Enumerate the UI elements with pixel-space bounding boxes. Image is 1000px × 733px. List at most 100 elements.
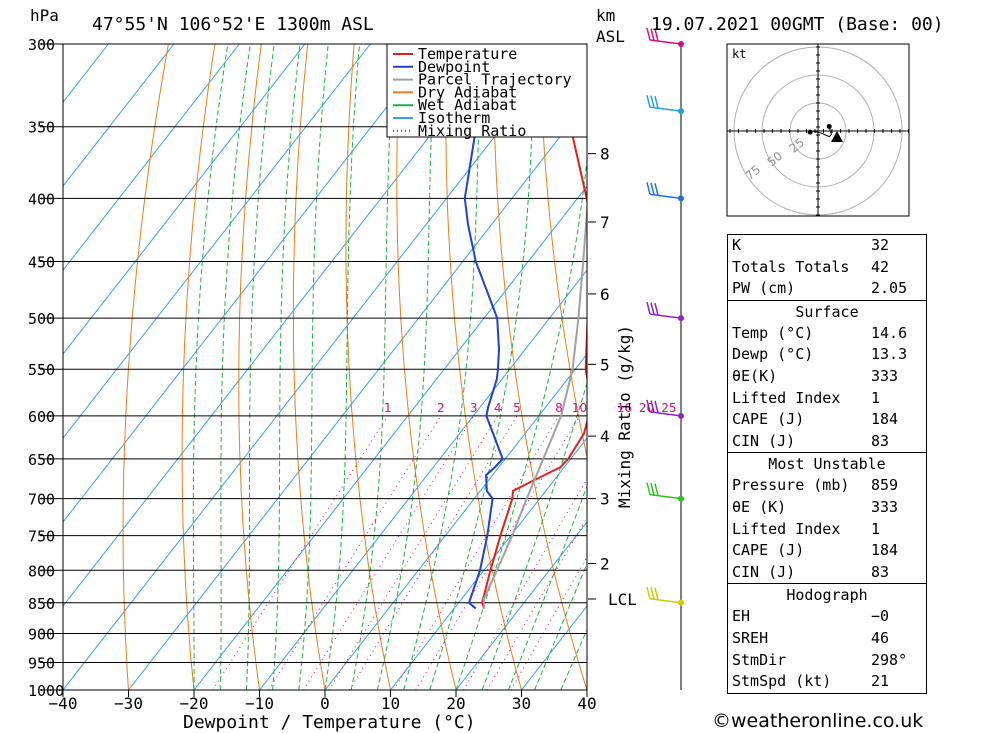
index-value: 13.3 <box>871 345 908 364</box>
mixing-ratio-value: 3 <box>470 401 478 415</box>
dry-adiabat <box>292 44 326 690</box>
indices-panel: K 32 Totals Totals 42 PW (cm) 2.05 Surface Te… <box>727 234 927 694</box>
barb-dot <box>678 412 684 419</box>
barb-feather <box>650 400 655 413</box>
km-label: km <box>596 6 615 25</box>
most-unstable-box: Most Unstable Pressure (mb) 859 θE (K) 333 L… <box>727 452 927 584</box>
mixing-ratio-value: 16 <box>617 401 632 415</box>
height-tick-label: LCL <box>608 590 637 609</box>
isotherm <box>63 44 175 187</box>
isotherm <box>63 44 371 439</box>
wet-adiabat <box>272 44 301 690</box>
barb-staff <box>649 411 682 417</box>
barb-dot <box>678 599 684 606</box>
isotherm <box>390 437 587 690</box>
pressure-label: 400 <box>28 190 55 208</box>
mixing-ratio-line <box>303 415 475 690</box>
temperature-labels: −40 −30 −20 −10 0 10 20 30 40 <box>49 690 597 713</box>
wet-adiabat <box>298 44 329 690</box>
barb-staff <box>649 493 682 500</box>
index-value: 2.05 <box>871 279 908 298</box>
index-row: SREH 46 <box>728 628 926 650</box>
hodograph-title: Hodograph <box>786 586 868 605</box>
wet-adiabat <box>429 44 536 690</box>
index-row: Lifted Index 1 <box>728 388 926 410</box>
barb-staff <box>649 193 682 200</box>
wet-adiabat <box>219 44 251 690</box>
isotherm <box>259 269 587 690</box>
barb-staff <box>649 313 682 319</box>
wind-barb <box>646 482 684 502</box>
pressure-label: 500 <box>28 310 55 328</box>
index-row: Totals Totals 42 <box>728 257 926 279</box>
index-row: θE (K) 333 <box>728 497 926 519</box>
barb-feather <box>650 28 655 41</box>
x-tick-label: 30 <box>512 694 531 713</box>
index-row: CAPE (J) 184 <box>728 540 926 562</box>
pressure-label: 350 <box>28 119 55 137</box>
height-tick-label: 5 <box>600 355 610 374</box>
index-label: Pressure (mb) <box>732 476 850 495</box>
barb-staff <box>649 106 682 112</box>
asl-label: ASL <box>596 27 625 46</box>
index-value: 1 <box>871 388 881 407</box>
height-axis: 8 7 6 5 4 3 2 LCL <box>588 44 682 690</box>
barb-feather <box>650 182 655 196</box>
x-tick-label: 20 <box>446 694 465 713</box>
barb-feather <box>654 28 659 42</box>
index-label: StmSpd (kt) <box>732 672 832 691</box>
barb-dot <box>678 108 684 115</box>
index-row: Dewp (°C) 13.3 <box>728 344 926 366</box>
pressure-lines <box>40 43 587 691</box>
mixing-ratio-value: 2 <box>437 401 445 415</box>
wet-adiabat <box>534 562 587 690</box>
index-value: 184 <box>871 541 899 560</box>
mixing-ratio-value: 1 <box>384 401 392 415</box>
index-label: CAPE (J) <box>732 410 805 429</box>
location-title: 47°55'N 106°52'E 1300m ASL <box>92 14 374 35</box>
barb-staff <box>649 39 682 45</box>
index-label: PW (cm) <box>732 279 796 298</box>
pressure-label: 600 <box>28 408 55 426</box>
x-tick-label: 40 <box>577 694 596 713</box>
dry-adiabat <box>181 44 216 690</box>
isotherm <box>63 44 568 690</box>
index-value: 32 <box>871 236 890 254</box>
index-value: 46 <box>871 628 890 647</box>
barb-feather <box>646 27 651 41</box>
index-row: CIN (J) 83 <box>728 431 926 453</box>
wind-barbs <box>646 27 684 606</box>
index-label: CIN (J) <box>732 562 796 581</box>
legend-entry: Dry Adiabat <box>418 83 517 101</box>
barb-feather <box>654 183 659 196</box>
mixing-ratio-value: 5 <box>513 401 521 415</box>
height-tick-label: 4 <box>600 427 610 446</box>
copyright: ©weatheronline.co.uk <box>712 710 924 732</box>
legend-entry: Dewpoint <box>418 58 490 76</box>
barb-dot <box>678 495 684 502</box>
wet-adiabat <box>403 44 482 690</box>
pressure-label: 550 <box>28 361 55 379</box>
barb-feather <box>646 482 651 495</box>
mixing-ratio-line <box>510 556 587 690</box>
profile-series <box>463 44 587 610</box>
pressure-label: 950 <box>28 654 55 672</box>
legend-box <box>386 43 588 138</box>
series-dewpoint <box>463 44 504 610</box>
barb-dot <box>678 315 684 322</box>
index-row: CAPE (J) 184 <box>728 409 926 431</box>
isotherm <box>63 44 502 607</box>
x-tick-label: 0 <box>320 694 330 713</box>
index-label: Lifted Index <box>732 388 841 407</box>
index-row: CIN (J) 83 <box>728 562 926 584</box>
barb-feather <box>654 483 659 496</box>
hodograph-start <box>807 129 813 135</box>
index-value: 14.6 <box>871 323 908 342</box>
index-label: SREH <box>732 628 769 647</box>
wet-adiabat <box>245 44 275 690</box>
dry-adiabat <box>345 44 391 690</box>
legend-entry: Parcel Trajectory <box>418 71 572 89</box>
